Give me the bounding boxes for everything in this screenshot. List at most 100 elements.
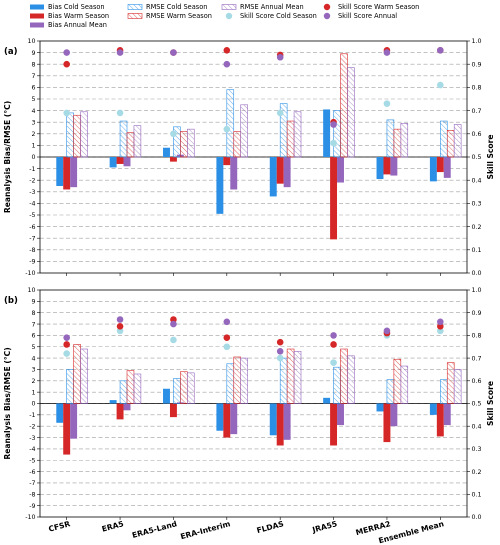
bar-bias-annual-mean-cfsr: [70, 403, 78, 439]
bar-rmse-annual-mean-merra2: [400, 365, 409, 404]
legend-label: Bias Cold Season: [48, 3, 105, 11]
y2-tick-label: 0.8: [472, 85, 482, 92]
dot-skill-score-cold-season-era-interim: [223, 125, 231, 133]
y-tick-label: 7: [31, 321, 35, 328]
y-tick-label: 4: [31, 355, 35, 362]
legend-swatch: [221, 4, 237, 10]
y-tick-label: -8: [29, 247, 35, 254]
y-tick-label: 8: [31, 61, 35, 68]
y-axis-label: Reanalysis Bias/RMSE (°C): [3, 347, 12, 459]
bar-rmse-annual-mean-cfsr: [80, 111, 88, 158]
bar-bias-annual-mean-merra2: [390, 403, 398, 427]
bar-bias-cold-season-merra2: [376, 157, 384, 180]
dot-skill-score-cold-season-jra55: [330, 359, 337, 366]
bar-rmse-warm-season-ensemble-mean: [446, 130, 455, 158]
y-tick-label: -4: [29, 201, 35, 208]
bar-bias-warm-season-jra55: [330, 157, 338, 240]
dot-skill-score-cold-season-ensemble-mean: [437, 81, 444, 89]
bar-bias-cold-season-fldas: [269, 403, 277, 436]
y-tick-label: 1: [31, 143, 35, 150]
bar-bias-cold-season-era5: [109, 157, 117, 168]
dot-skill-score-warm-season-fldas: [276, 338, 284, 346]
bar-rmse-cold-season-era-interim: [226, 363, 235, 404]
y-tick-label: -10: [25, 514, 35, 521]
dot-skill-score-annual-era5: [116, 49, 124, 56]
bar-bias-warm-season-fldas: [276, 157, 284, 184]
bar-bias-cold-season-cfsr: [56, 157, 64, 186]
legend-label: Bias Warm Season: [48, 12, 109, 20]
dot-skill-score-cold-season-cfsr: [63, 350, 70, 357]
y-tick-label: 1: [31, 389, 35, 396]
bar-bias-warm-season-era5-land: [169, 157, 177, 162]
bar-bias-annual-mean-cfsr: [70, 157, 78, 188]
legend-item-bias-annual-mean: Bias Annual Mean: [30, 21, 107, 29]
y-tick-label: 10: [27, 287, 35, 294]
legend-label: Skill Score Annual: [338, 12, 397, 20]
y-tick-label: -3: [29, 189, 35, 196]
y-tick-label: -6: [29, 224, 35, 231]
legend-swatch: [323, 12, 331, 20]
bar-bias-warm-season-era5: [116, 157, 124, 164]
y2-tick-label: 0.5: [472, 154, 482, 161]
category-label-era-interim: ERA-Interim: [179, 519, 231, 541]
panel-label: (a): [4, 47, 18, 57]
bar-rmse-annual-mean-cfsr: [80, 348, 88, 404]
y2-tick-label: 0.1: [472, 247, 482, 254]
dot-skill-score-cold-season-cfsr: [63, 109, 70, 117]
dot-skill-score-cold-season-era5: [116, 327, 124, 335]
bar-rmse-annual-mean-ensemble-mean: [453, 124, 462, 158]
bar-bias-warm-season-era5: [116, 403, 124, 420]
dot-skill-score-cold-season-era5-land: [170, 130, 177, 138]
bar-rmse-annual-mean-jra55: [347, 355, 355, 404]
y-tick-label: -6: [29, 469, 35, 476]
y2-tick-label: 0.1: [472, 492, 482, 499]
dot-skill-score-cold-season-era5-land: [170, 336, 177, 344]
dot-skill-score-annual-merra2: [383, 49, 391, 56]
legend-swatch: [127, 4, 143, 10]
bar-bias-cold-season-era5: [109, 400, 117, 404]
y2-tick-label: 0.4: [472, 423, 482, 430]
legend-label: Skill Score Cold Season: [240, 12, 317, 20]
y2-tick-label: 0.4: [472, 177, 482, 184]
legend-swatch: [30, 22, 44, 28]
y2-tick-label: 0.9: [472, 61, 482, 68]
bar-rmse-cold-season-cfsr: [66, 112, 74, 158]
bar-rmse-warm-season-fldas: [286, 348, 295, 404]
dot-skill-score-annual-merra2: [383, 327, 391, 335]
bar-rmse-annual-mean-era-interim: [240, 104, 248, 158]
y2-tick-label: 0.2: [472, 224, 482, 231]
bar-bias-warm-season-merra2: [383, 403, 391, 443]
y-tick-label: -9: [29, 259, 35, 266]
y-tick-label: 0: [31, 154, 35, 161]
dot-skill-score-annual-era-interim: [223, 318, 231, 326]
legend-item-rmse-warm-season: RMSE Warm Season: [127, 12, 212, 20]
bar-bias-annual-mean-fldas: [283, 403, 291, 440]
bar-rmse-annual-mean-fldas: [293, 350, 302, 404]
y2-tick-label: 0.7: [472, 355, 482, 362]
y-tick-label: 2: [31, 131, 35, 138]
bar-bias-cold-season-jra55: [323, 397, 331, 404]
legend-swatch: [323, 3, 331, 11]
y2-tick-label: 0.6: [472, 378, 482, 385]
y2-axis-label: Skill Score: [486, 381, 495, 426]
dot-skill-score-cold-season-merra2: [383, 100, 391, 107]
y-tick-label: 10: [27, 38, 35, 45]
bar-bias-warm-season-jra55: [330, 403, 338, 446]
bar-bias-warm-season-ensemble-mean: [436, 403, 444, 437]
y2-tick-label: 0.0: [472, 514, 482, 521]
bar-bias-cold-season-ensemble-mean: [429, 403, 437, 415]
dot-skill-score-annual-jra55: [330, 121, 337, 128]
dot-skill-score-annual-cfsr: [63, 49, 70, 56]
dot-skill-score-warm-season-era-interim: [223, 46, 231, 54]
y-tick-label: -2: [29, 177, 35, 184]
dot-skill-score-annual-cfsr: [63, 334, 70, 341]
bar-bias-cold-season-ensemble-mean: [429, 157, 437, 182]
y2-tick-label: 0.0: [472, 270, 482, 277]
dot-skill-score-annual-fldas: [276, 53, 284, 61]
legend-swatch: [127, 13, 143, 19]
bar-bias-annual-mean-era-interim: [230, 157, 238, 190]
y-tick-label: 6: [31, 85, 35, 92]
bar-bias-cold-season-cfsr: [56, 403, 64, 423]
y-tick-label: -2: [29, 423, 35, 430]
